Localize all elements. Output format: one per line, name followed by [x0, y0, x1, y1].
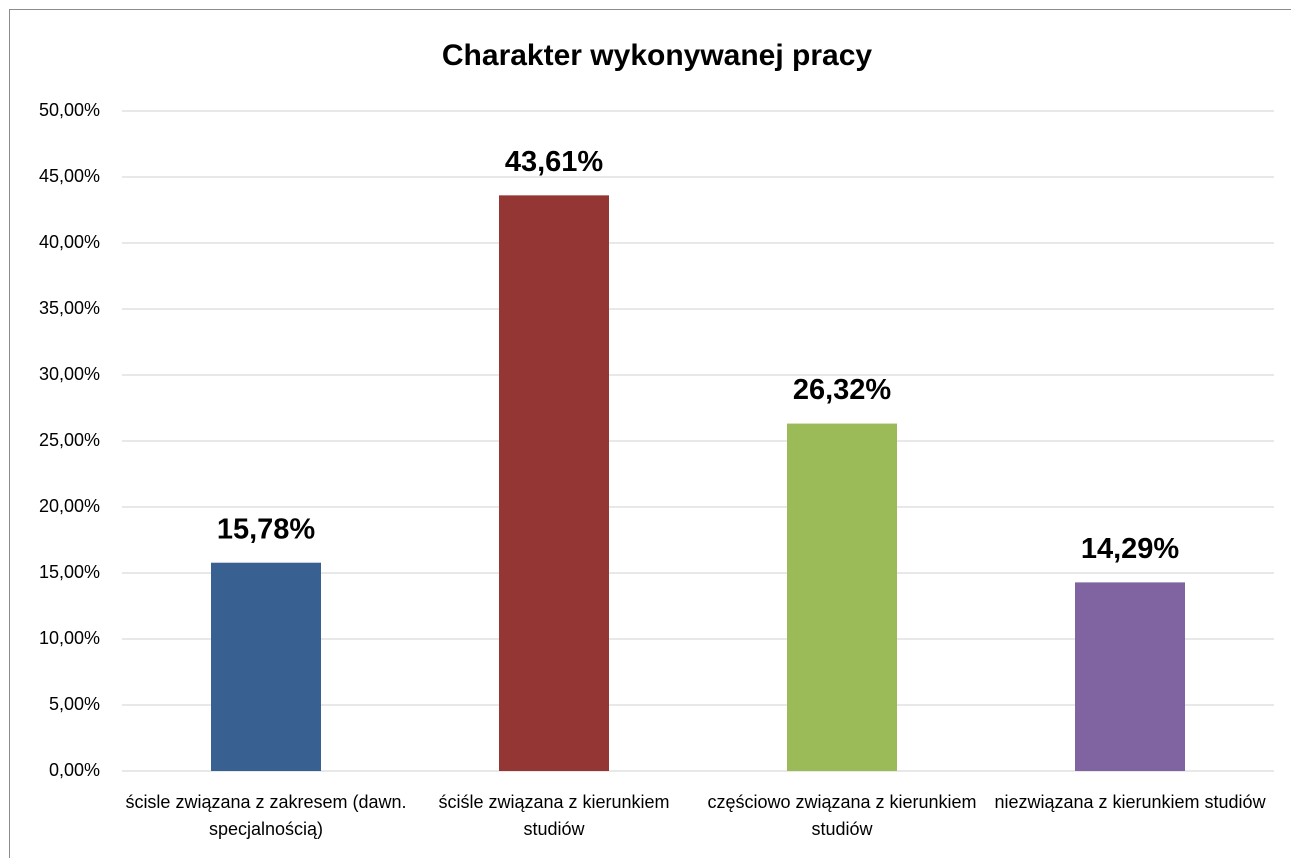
y-tick-label: 0,00%: [49, 760, 100, 780]
y-tick-label: 25,00%: [39, 430, 100, 450]
y-tick-label: 40,00%: [39, 232, 100, 252]
y-tick-label: 15,00%: [39, 562, 100, 582]
data-label: 15,78%: [217, 513, 316, 545]
y-tick-label: 30,00%: [39, 364, 100, 384]
y-tick-label: 35,00%: [39, 298, 100, 318]
x-tick-label-box: częściowo związana z kierunkiem studiów: [707, 792, 977, 839]
x-tick-label: ścisle związana z zakresem (dawn. specja…: [125, 792, 407, 839]
y-tick-label: 45,00%: [39, 166, 100, 186]
x-tick-label: niezwiązana z kierunkiem studiów: [994, 792, 1266, 812]
y-tick-label: 20,00%: [39, 496, 100, 516]
chart-title: Charakter wykonywanej pracy: [442, 39, 873, 72]
y-tick-label: 10,00%: [39, 628, 100, 648]
x-tick-label-box: niezwiązana z kierunkiem studiów: [994, 792, 1266, 812]
bar: [211, 562, 321, 771]
x-tick-label: częściowo związana z kierunkiem studiów: [707, 792, 977, 839]
bar: [1075, 582, 1185, 771]
y-tick-label: 5,00%: [49, 694, 100, 714]
x-tick-label: ściśle związana z kierunkiem studiów: [438, 792, 670, 839]
data-label: 43,61%: [505, 146, 604, 178]
y-tick-label: 50,00%: [39, 100, 100, 120]
data-label: 26,32%: [793, 374, 892, 406]
x-tick-label-box: ściśle związana z kierunkiem studiów: [438, 792, 670, 839]
bar: [499, 195, 609, 771]
data-label: 14,29%: [1081, 533, 1180, 565]
bar: [787, 423, 897, 771]
x-tick-label-box: ścisle związana z zakresem (dawn. specja…: [125, 792, 407, 839]
